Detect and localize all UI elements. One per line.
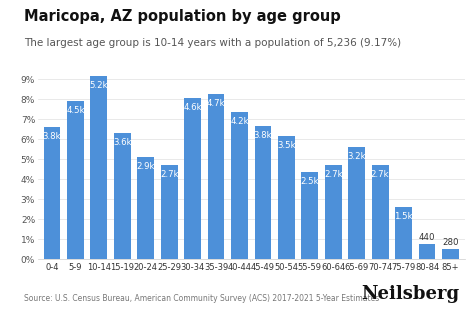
Bar <box>208 94 225 259</box>
Text: 2.7k: 2.7k <box>160 170 179 179</box>
Text: 4.2k: 4.2k <box>230 117 249 126</box>
Text: 1.5k: 1.5k <box>394 211 413 221</box>
Bar <box>301 172 318 259</box>
Bar <box>91 76 107 259</box>
Text: The largest age group is 10-14 years with a population of 5,236 (9.17%): The largest age group is 10-14 years wit… <box>24 38 401 48</box>
Text: Source: U.S. Census Bureau, American Community Survey (ACS) 2017-2021 5-Year Est: Source: U.S. Census Bureau, American Com… <box>24 295 379 303</box>
Bar <box>348 147 365 259</box>
Text: 2.7k: 2.7k <box>324 170 343 179</box>
Text: 5.2k: 5.2k <box>90 81 108 90</box>
Bar <box>161 165 178 259</box>
Bar <box>137 157 154 259</box>
Bar <box>231 112 248 259</box>
Text: Maricopa, AZ population by age group: Maricopa, AZ population by age group <box>24 9 340 24</box>
Text: 2.7k: 2.7k <box>371 170 390 179</box>
Text: 2.5k: 2.5k <box>301 177 319 185</box>
Bar <box>442 249 459 259</box>
Bar <box>114 133 131 259</box>
Bar <box>325 165 342 259</box>
Text: 3.5k: 3.5k <box>277 141 296 150</box>
Text: 440: 440 <box>419 233 435 242</box>
Text: 4.6k: 4.6k <box>183 103 202 112</box>
Text: 4.7k: 4.7k <box>207 99 225 108</box>
Bar <box>184 98 201 259</box>
Text: 3.6k: 3.6k <box>113 138 132 147</box>
Bar <box>372 165 389 259</box>
Text: 2.9k: 2.9k <box>137 162 155 171</box>
Bar <box>44 127 60 259</box>
Text: 3.2k: 3.2k <box>347 152 366 161</box>
Bar <box>395 207 412 259</box>
Text: Neilsberg: Neilsberg <box>362 285 460 303</box>
Text: 3.8k: 3.8k <box>254 131 272 140</box>
Bar <box>255 126 272 259</box>
Text: 4.5k: 4.5k <box>66 106 85 115</box>
Bar <box>419 244 436 259</box>
Bar <box>67 101 84 259</box>
Bar <box>278 137 295 259</box>
Text: 280: 280 <box>442 238 459 247</box>
Text: 3.8k: 3.8k <box>43 132 61 141</box>
